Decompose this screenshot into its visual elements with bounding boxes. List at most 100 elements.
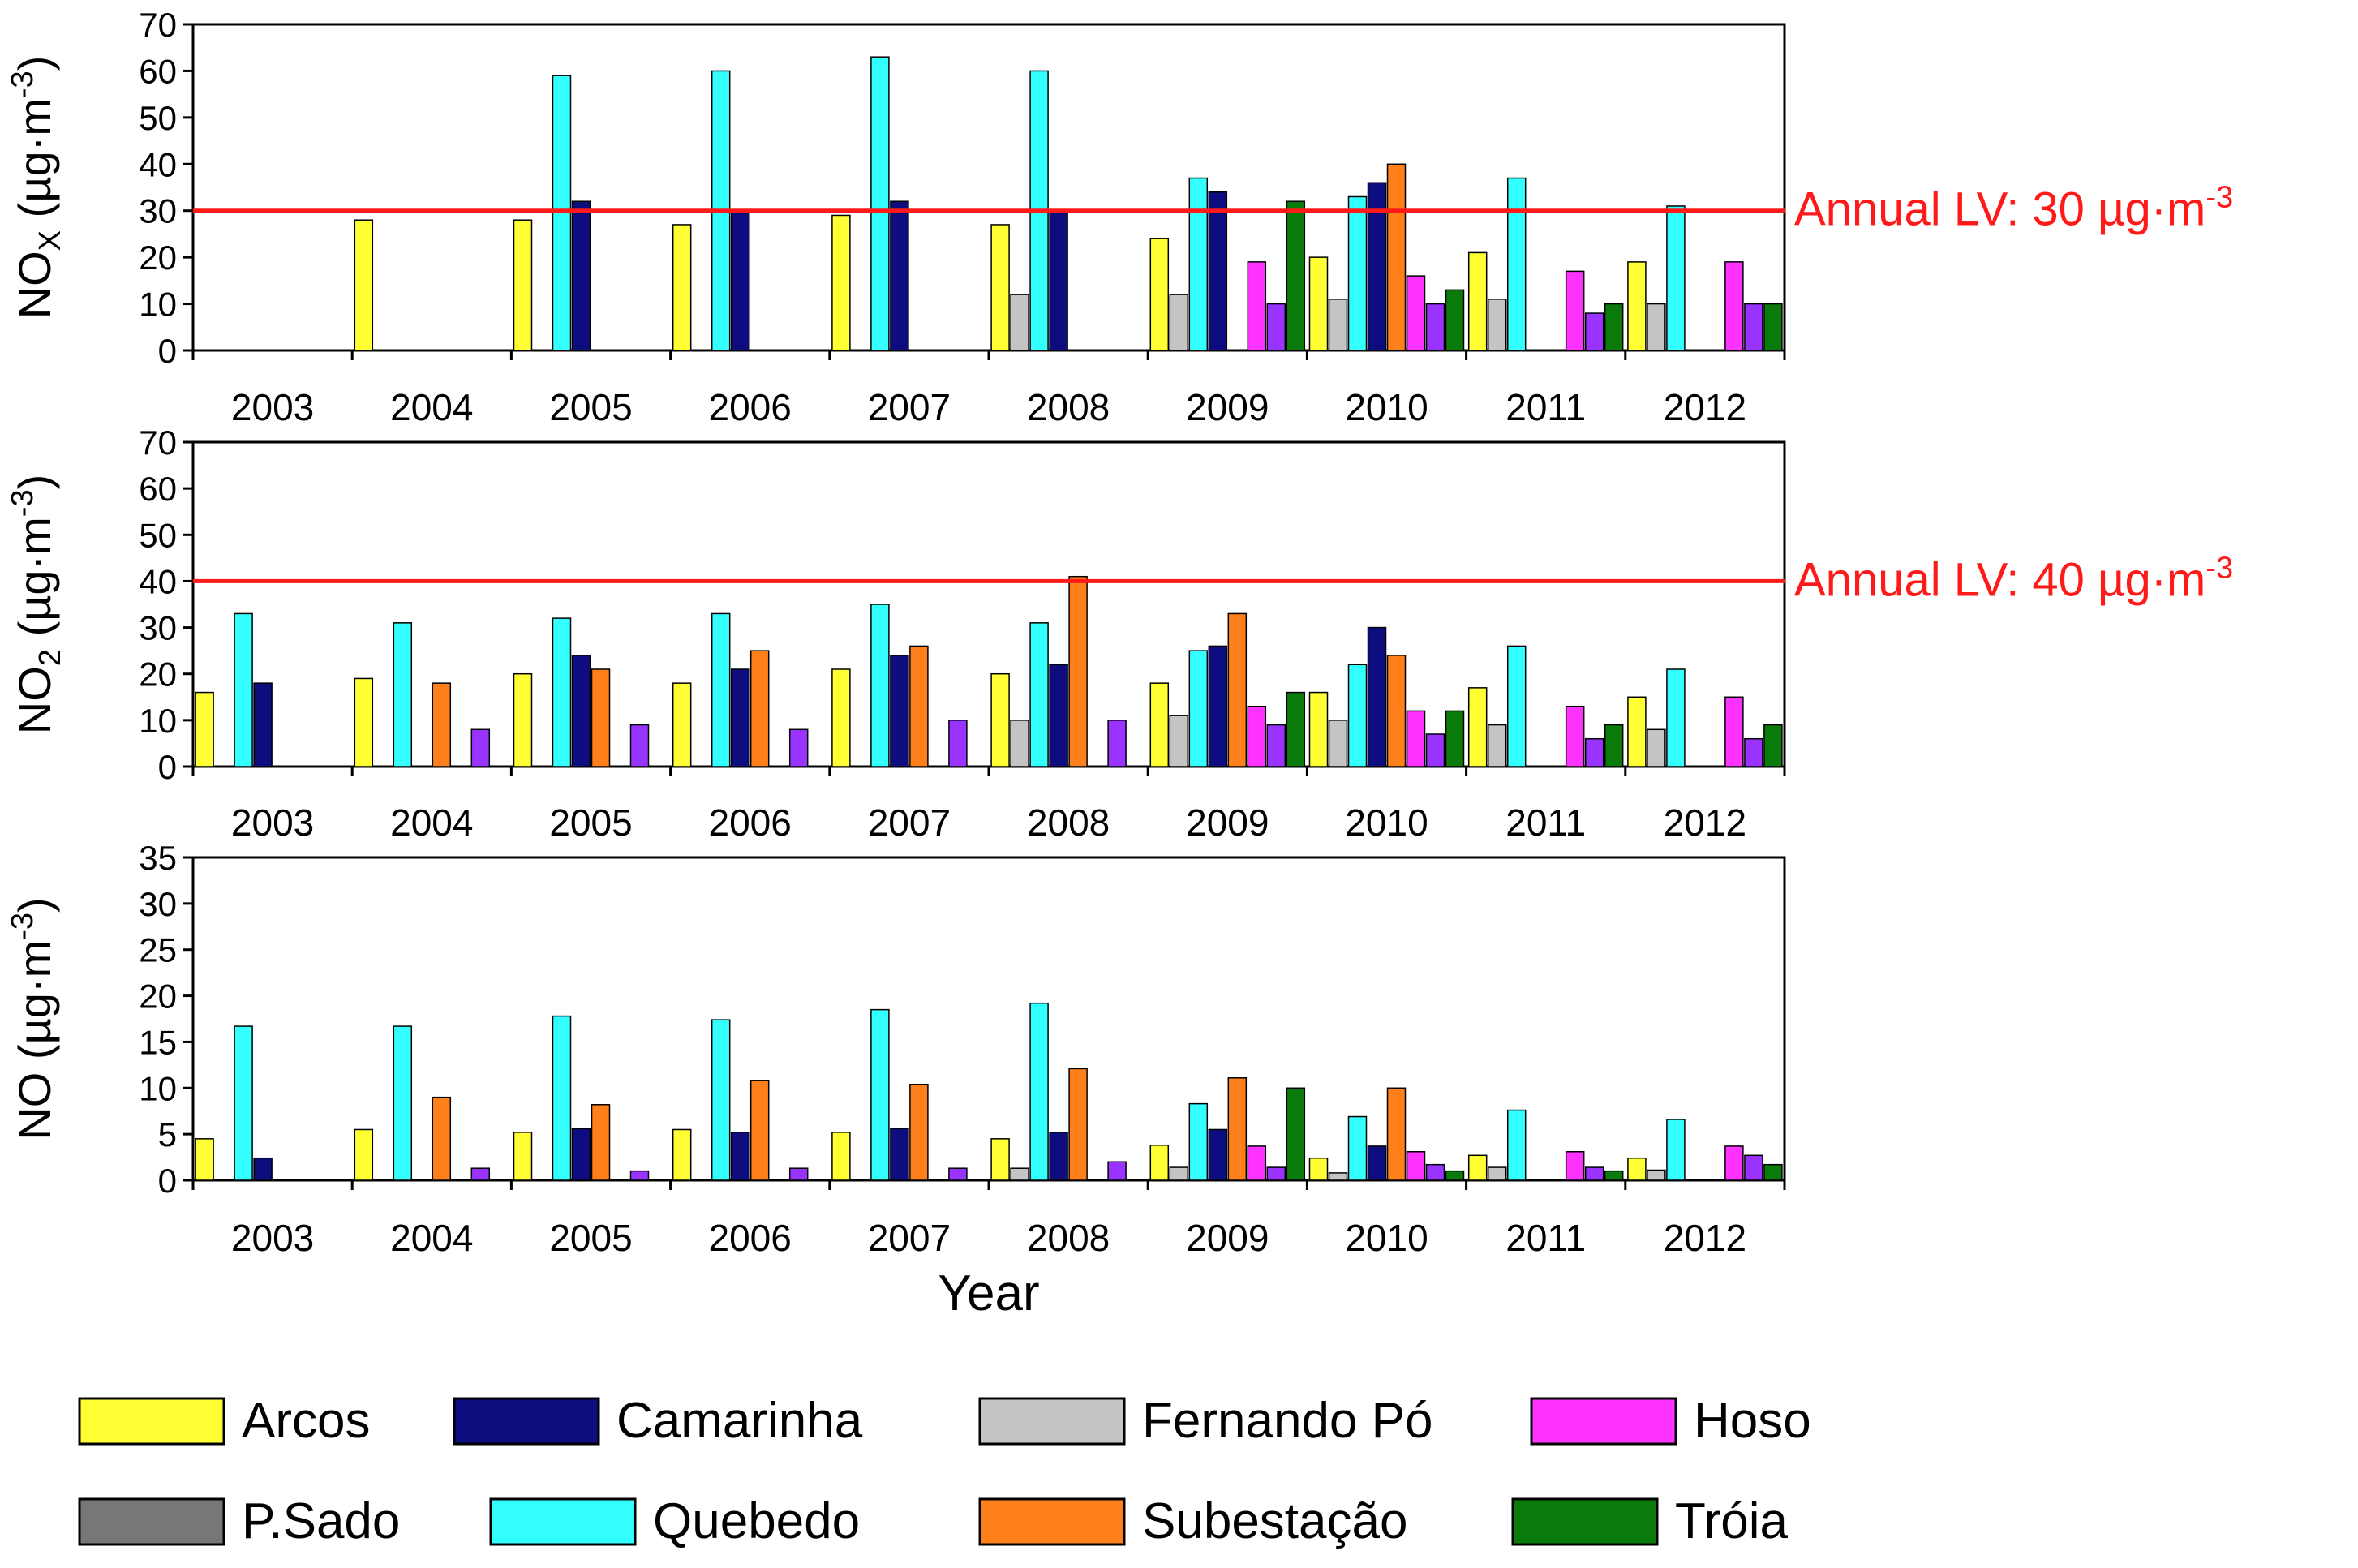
x-tick-label: 2003 (231, 386, 314, 428)
bar-nox-arcos-2006 (672, 224, 692, 351)
bar-no-quebedo-2012 (1666, 1119, 1686, 1181)
x-tick-label: 2012 (1664, 1217, 1746, 1259)
bar-no2-quebedo-2006 (711, 612, 731, 767)
bar-no2-arcos-2007 (831, 668, 851, 767)
bar-no-tria-2010 (1445, 1170, 1465, 1181)
legend-label-fernandop: Fernando Pó (1142, 1393, 1432, 1449)
x-tick-label: 2004 (390, 1217, 473, 1259)
bar-no2-quebedo-2011 (1506, 645, 1527, 767)
bar-no-camarinha-2009 (1208, 1128, 1228, 1181)
bar-no2-subestao-2008 (1068, 575, 1088, 767)
y-tick-label: 30 (139, 192, 177, 230)
x-tick-label: 2005 (549, 386, 632, 428)
x-tick-label: 2011 (1505, 801, 1586, 844)
y-tick-label: 0 (158, 748, 177, 786)
bar-no-arcos-2008 (990, 1138, 1010, 1181)
bar-nox-arcos-2008 (990, 224, 1010, 351)
y-axis-label-nox: NOX (µg·m-3) (6, 56, 67, 320)
y-tick-label: 10 (139, 1069, 177, 1107)
y-tick-label: 40 (139, 562, 177, 600)
bar-nox-arcos-2007 (831, 214, 851, 351)
bar-no2-hoso-2012 (1724, 696, 1744, 767)
legend-label-arcos: Arcos (242, 1393, 370, 1449)
bar-nox-hoso-2010 (1406, 275, 1426, 351)
bar-nox-arcos-2005 (513, 219, 533, 351)
bar-no-hoso-2010 (1406, 1150, 1426, 1181)
bar-nox-arcos-2004 (354, 219, 374, 351)
legend-swatch-subestao (978, 1497, 1126, 1546)
bar-nox-tria-2009 (1286, 200, 1306, 351)
bar-nox-arcos-2012 (1627, 261, 1647, 351)
bar-no-hoso-2011 (1565, 1150, 1585, 1181)
bar-no2-quebedo-2008 (1029, 622, 1049, 767)
y-tick-label: 20 (139, 977, 177, 1016)
bar-no-subestao-2007 (909, 1083, 929, 1181)
bar-no-purple-2011 (1584, 1166, 1604, 1181)
bar-no2-hoso-2010 (1406, 710, 1426, 767)
bar-no2-quebedo-2007 (870, 604, 890, 767)
bar-nox-camarinha-2007 (890, 200, 909, 351)
bar-no-quebedo-2006 (711, 1019, 731, 1181)
bar-no2-purple-2008 (1107, 720, 1127, 767)
x-tick-label: 2012 (1664, 386, 1746, 428)
y-tick-label: 60 (139, 52, 177, 90)
bar-no-quebedo-2008 (1029, 1002, 1049, 1181)
x-tick-label: 2007 (868, 801, 951, 844)
legend-label-quebedo: Quebedo (653, 1493, 860, 1549)
bar-no2-purple-2011 (1584, 737, 1604, 767)
bar-no2-arcos-2009 (1149, 682, 1170, 767)
bar-no2-hoso-2011 (1565, 705, 1585, 767)
y-tick-label: 35 (139, 839, 177, 877)
y-tick-label: 0 (158, 332, 177, 370)
bar-no-camarinha-2008 (1049, 1132, 1068, 1181)
bar-no-quebedo-2007 (870, 1008, 890, 1181)
y-tick-label: 0 (158, 1162, 177, 1200)
legend-swatch-psado (78, 1497, 225, 1546)
bar-no-fernandop-2012 (1647, 1169, 1666, 1181)
bar-no-hoso-2012 (1724, 1145, 1744, 1181)
bar-no2-subestao-2010 (1386, 655, 1407, 767)
bar-no-quebedo-2009 (1188, 1102, 1209, 1181)
bar-no2-arcos-2011 (1467, 687, 1488, 767)
bar-no-purple-2006 (788, 1167, 809, 1181)
bar-nox-tria-2010 (1445, 289, 1465, 351)
bar-no-arcos-2003 (195, 1138, 214, 1181)
bar-nox-fernandop-2008 (1010, 294, 1029, 351)
y-tick-label: 40 (139, 145, 177, 183)
bar-nox-fernandop-2009 (1169, 294, 1189, 351)
x-tick-label: 2008 (1027, 1217, 1110, 1259)
x-tick-label: 2006 (709, 386, 792, 428)
bar-nox-purple-2009 (1266, 303, 1286, 351)
legend-swatch-tria (1511, 1497, 1659, 1546)
bar-no-fernandop-2010 (1328, 1172, 1348, 1181)
x-tick-label: 2011 (1505, 386, 1586, 428)
bar-nox-hoso-2009 (1247, 261, 1267, 351)
x-tick-label: 2012 (1664, 801, 1746, 844)
x-tick-label: 2011 (1505, 1217, 1586, 1259)
legend-swatch-fernandop (978, 1397, 1126, 1446)
bar-no2-camarinha-2006 (730, 668, 750, 767)
bar-nox-fernandop-2010 (1328, 299, 1348, 351)
y-tick-label: 20 (139, 238, 177, 277)
legend-label-camarinha: Camarinha (616, 1393, 863, 1449)
bar-no2-tria-2011 (1604, 724, 1624, 767)
bar-nox-tria-2012 (1763, 303, 1783, 351)
bar-nox-quebedo-2009 (1188, 177, 1209, 351)
bar-nox-arcos-2011 (1467, 251, 1488, 351)
x-tick-label: 2004 (390, 386, 473, 428)
x-tick-label: 2007 (868, 386, 951, 428)
y-tick-label: 15 (139, 1023, 177, 1061)
legend-label-tria: Tróia (1675, 1493, 1788, 1549)
bar-no-purple-2005 (629, 1170, 650, 1181)
bar-no2-arcos-2003 (195, 691, 214, 767)
y-tick-label: 60 (139, 470, 177, 508)
bar-nox-subestao-2010 (1386, 163, 1407, 351)
bar-no2-subestao-2009 (1227, 612, 1248, 767)
bar-no-camarinha-2005 (571, 1128, 591, 1181)
bar-nox-camarinha-2010 (1367, 182, 1387, 351)
bar-no2-purple-2012 (1744, 737, 1763, 767)
bar-no2-camarinha-2009 (1208, 645, 1228, 767)
bar-nox-quebedo-2007 (870, 56, 890, 351)
x-tick-label: 2006 (709, 801, 792, 844)
